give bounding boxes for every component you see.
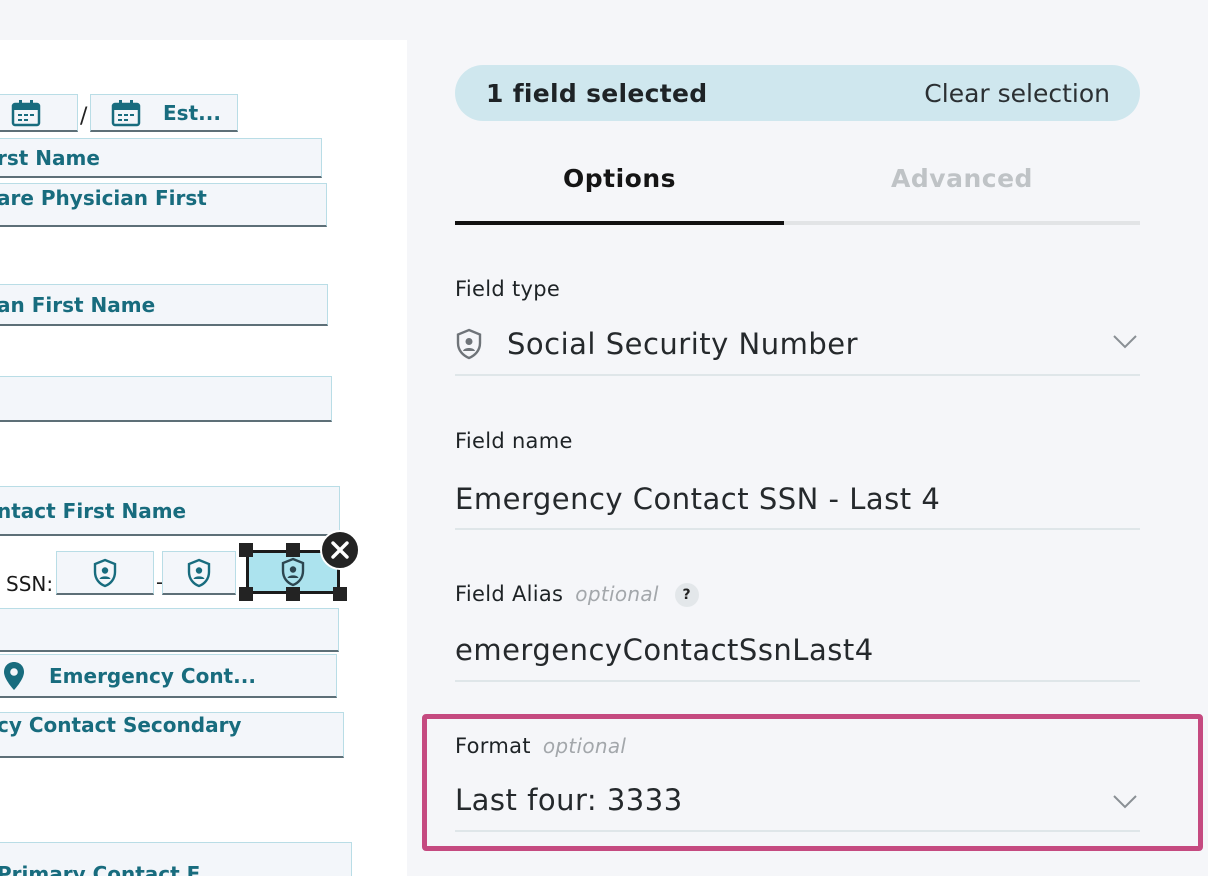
- field-label: are Physician First: [0, 186, 207, 210]
- field-properties-panel: 1 field selected Clear selection Options…: [407, 0, 1208, 876]
- optional-tag: optional: [575, 582, 659, 606]
- format-label-text: Format: [455, 734, 531, 758]
- resize-handle-top-left[interactable]: [239, 543, 253, 557]
- field-label: rst Name: [0, 145, 100, 170]
- chevron-down-icon: [1113, 335, 1137, 349]
- contact-first-name-field[interactable]: ntact First Name: [0, 486, 340, 536]
- panel-tabs: Options Advanced: [455, 150, 1140, 225]
- shield-person-icon: [93, 558, 117, 587]
- format-label: Format optional: [455, 734, 626, 758]
- ssn-field-part1[interactable]: [56, 551, 154, 595]
- format-value: Last four: 3333: [455, 783, 683, 817]
- field-alias-label: Field Alias optional?: [455, 582, 699, 607]
- first-name-field[interactable]: rst Name: [0, 138, 322, 178]
- field-name-input[interactable]: Emergency Contact SSN - Last 4: [455, 470, 1140, 530]
- ssn-separator: -: [156, 570, 164, 594]
- blank-field-2[interactable]: [0, 608, 339, 652]
- shield-person-icon: [456, 328, 482, 360]
- clear-selection-button[interactable]: Clear selection: [924, 78, 1110, 108]
- physician-alt-first-name-field[interactable]: an First Name: [0, 284, 328, 326]
- calendar-icon: [111, 99, 141, 126]
- shield-person-icon: [281, 557, 305, 587]
- blank-text-field[interactable]: [0, 376, 332, 422]
- format-select[interactable]: Last four: 3333: [455, 770, 1140, 832]
- resize-handle-top-middle[interactable]: [286, 543, 300, 557]
- tab-options[interactable]: Options: [455, 150, 784, 225]
- field-alias-input[interactable]: emergencyContactSsnLast4: [455, 620, 1140, 682]
- selection-count: 1 field selected: [486, 78, 708, 108]
- field-label: Emergency Cont...: [49, 663, 256, 688]
- selection-bar: 1 field selected Clear selection: [455, 65, 1140, 121]
- date-field-estimate[interactable]: Est...: [90, 94, 238, 132]
- field-alias-label-text: Field Alias: [455, 582, 564, 606]
- primary-contact-field[interactable]: Primary Contact F...: [0, 842, 352, 876]
- date-separator: /: [80, 104, 88, 129]
- field-label: ntact First Name: [0, 498, 187, 523]
- address-field[interactable]: Emergency Cont...: [0, 654, 337, 698]
- optional-tag: optional: [542, 734, 627, 758]
- chevron-down-icon: [1113, 795, 1137, 809]
- physician-first-name-field[interactable]: are Physician First: [0, 183, 327, 227]
- location-pin-icon: [4, 661, 24, 690]
- ssn-label: SSN:: [6, 572, 54, 596]
- help-icon[interactable]: ?: [674, 583, 699, 607]
- format-highlight-box: [422, 714, 1203, 851]
- date-field-label: Est...: [163, 100, 221, 125]
- field-label: cy Contact Secondary: [0, 713, 242, 737]
- ssn-field-part2[interactable]: [162, 551, 236, 595]
- document-canvas: / Est... rst Name are Physician First an…: [0, 40, 407, 876]
- field-name-value: Emergency Contact SSN - Last 4: [455, 482, 941, 516]
- field-label: Primary Contact F...: [0, 862, 221, 876]
- remove-field-button[interactable]: [320, 530, 360, 570]
- field-label: an First Name: [0, 292, 156, 317]
- calendar-icon: [11, 99, 41, 126]
- field-type-value: Social Security Number: [507, 327, 858, 361]
- close-icon: [331, 541, 349, 559]
- field-type-select[interactable]: Social Security Number: [455, 314, 1140, 376]
- field-alias-value: emergencyContactSsnLast4: [455, 633, 874, 667]
- secondary-contact-field[interactable]: cy Contact Secondary: [0, 712, 344, 758]
- field-type-label: Field type: [455, 277, 561, 301]
- resize-handle-bottom-right[interactable]: [333, 587, 347, 601]
- shield-person-icon: [187, 558, 211, 587]
- resize-handle-bottom-middle[interactable]: [286, 587, 300, 601]
- field-name-label: Field name: [455, 429, 573, 453]
- date-field-month[interactable]: [0, 94, 78, 132]
- resize-handle-bottom-left[interactable]: [239, 587, 253, 601]
- tab-advanced[interactable]: Advanced: [784, 150, 1140, 225]
